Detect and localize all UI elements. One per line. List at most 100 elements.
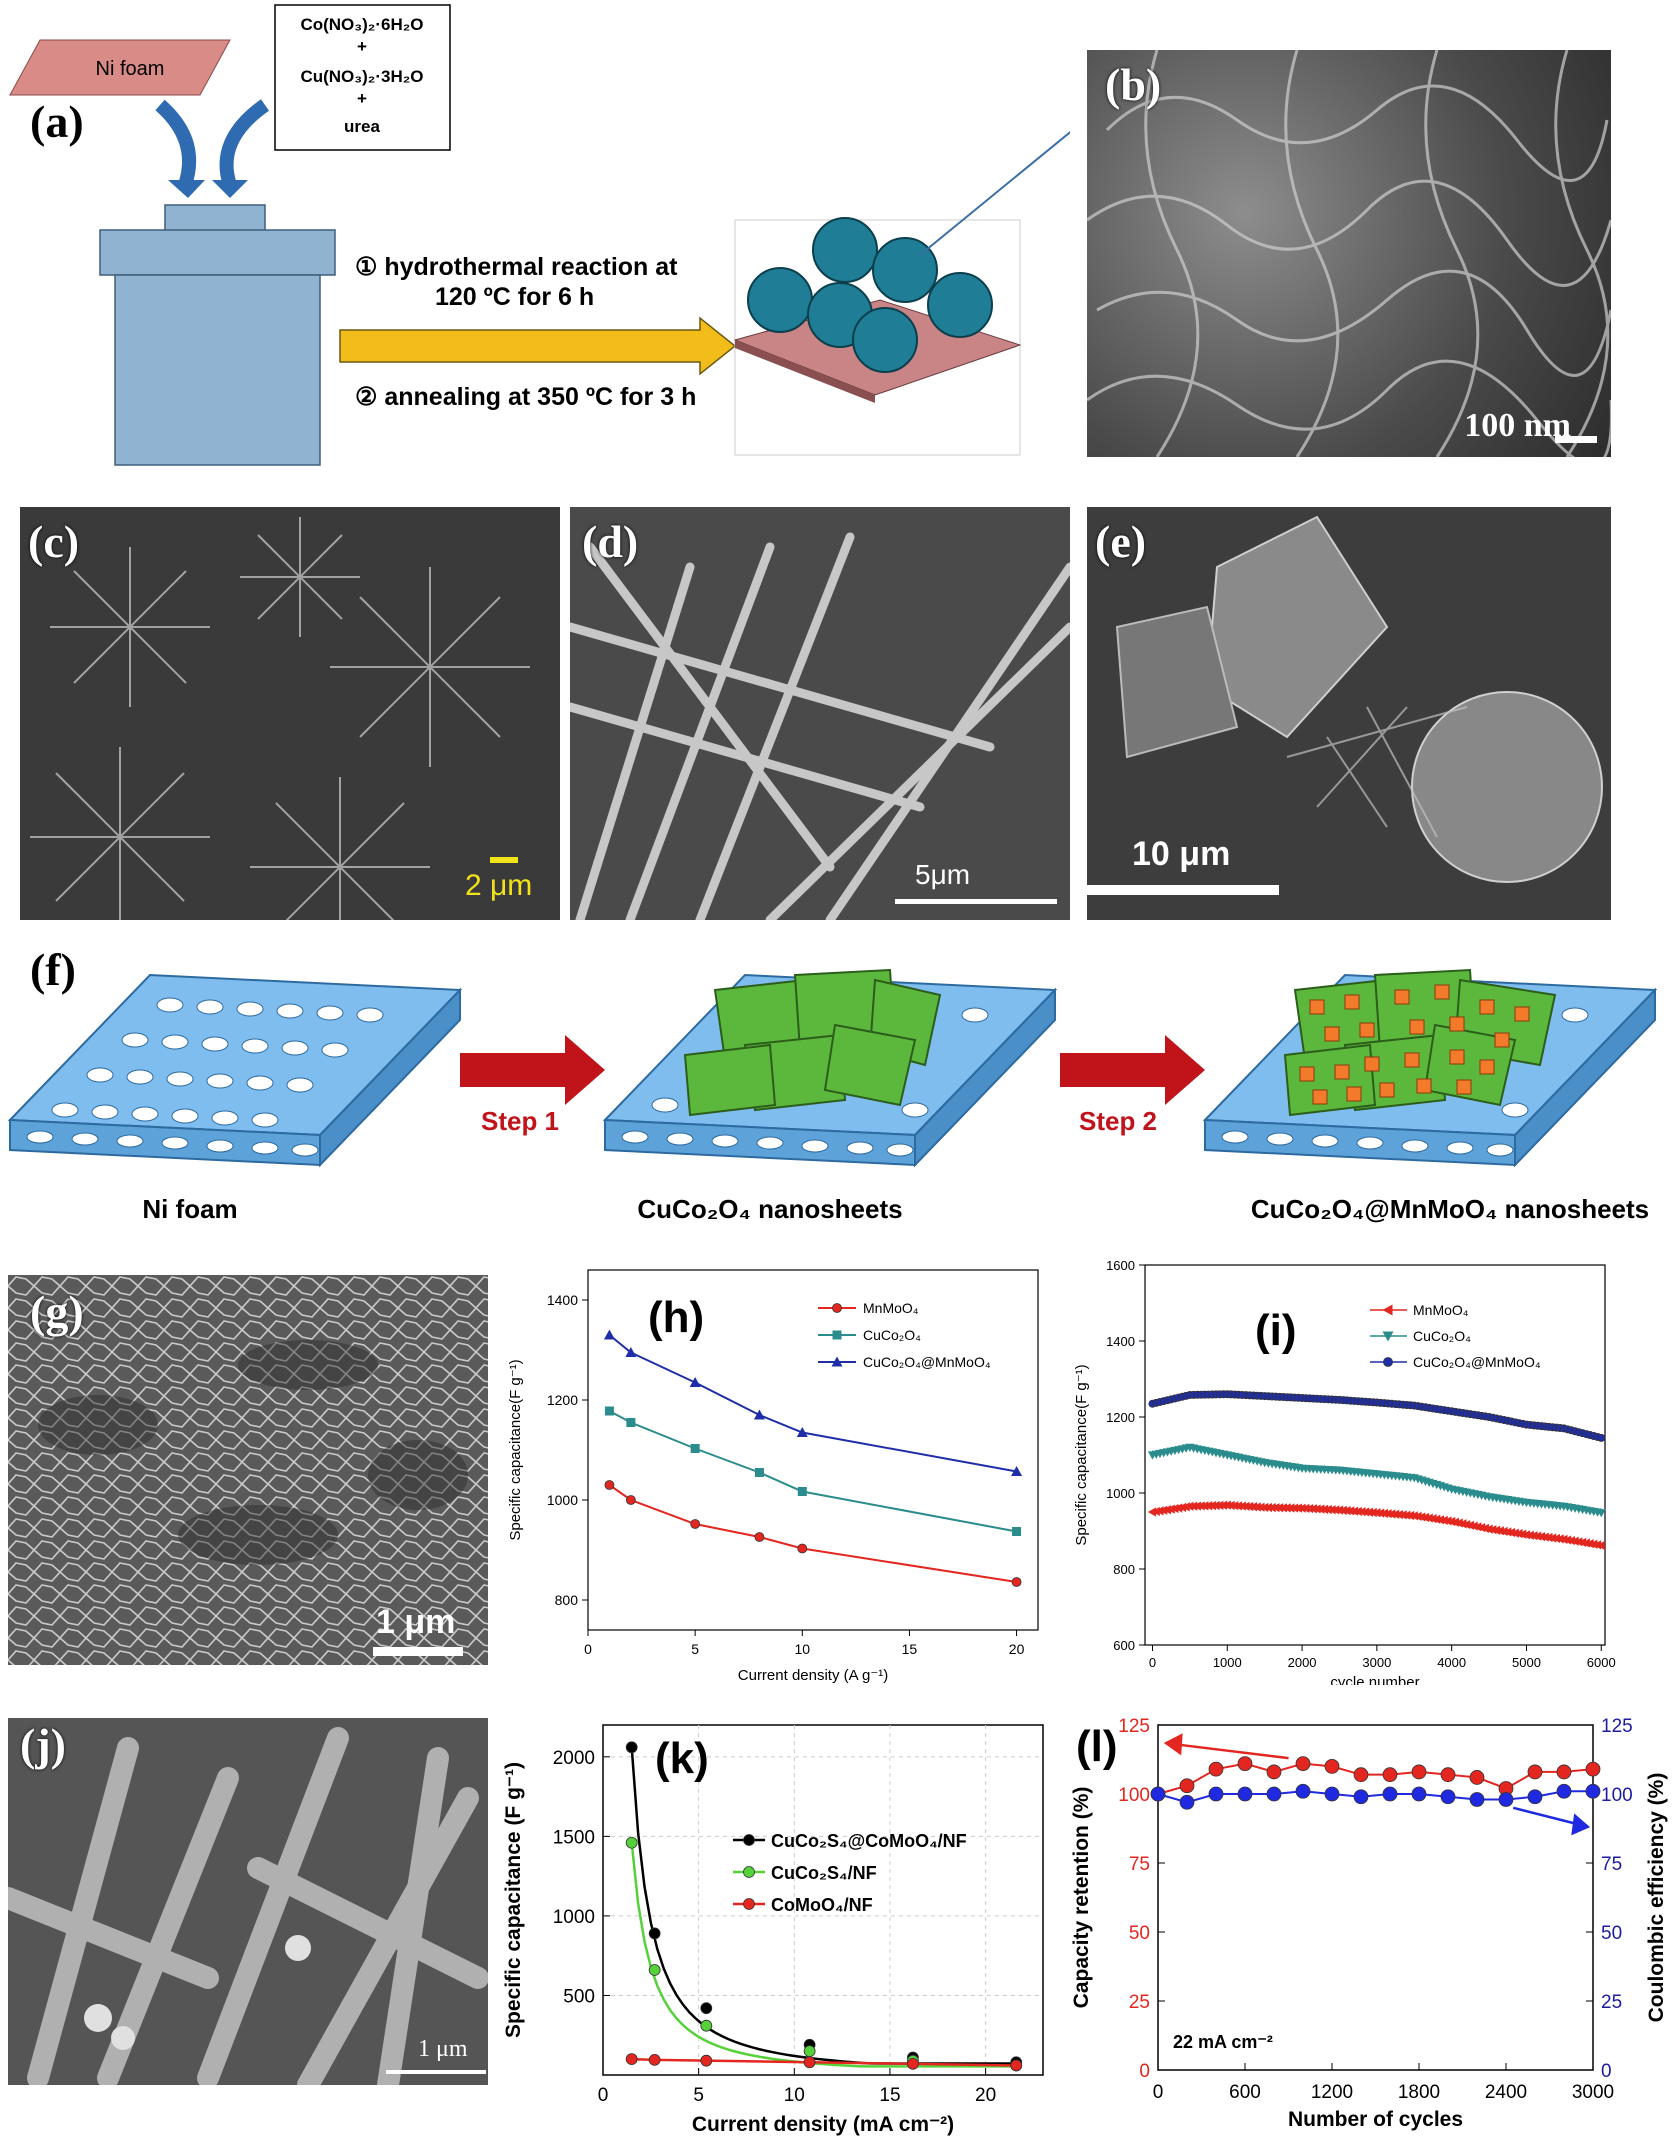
data-point-h xyxy=(1011,1577,1022,1587)
data-point-i xyxy=(1353,1506,1362,1517)
data-point-i xyxy=(1417,1512,1426,1522)
right-axis-arrowhead-icon xyxy=(1571,1813,1591,1836)
panel-label-j: (j) xyxy=(20,1719,66,1770)
y2-tick-label-l: 25 xyxy=(1601,1992,1622,2013)
data-point-k xyxy=(700,2002,713,2015)
chart-k: 0 5 10 15 20 500 1000 1500 2000 Current density (… xyxy=(502,1724,1044,2136)
data-point-l xyxy=(1440,1767,1456,1783)
y-tick-label-k: 500 xyxy=(563,1986,595,2007)
data-point-i xyxy=(1525,1530,1534,1540)
data-point-i xyxy=(1465,1520,1474,1530)
sem-texture-b xyxy=(1087,50,1611,457)
scale-label-d: 5μm xyxy=(915,859,971,890)
data-point-i xyxy=(1237,1501,1246,1511)
data-point-h xyxy=(796,1427,808,1437)
data-point-h xyxy=(797,1487,807,1496)
data-point-l xyxy=(1208,1786,1224,1802)
data-point-i xyxy=(1536,1532,1546,1542)
panel-label-c: (c) xyxy=(28,516,80,567)
scale-bar-e xyxy=(1087,885,1279,895)
data-point-l xyxy=(1382,1767,1398,1783)
x-tick-label-k: 20 xyxy=(975,2085,996,2106)
caption-composite: CuCo₂O₄@MnMoO₄ nanosheets xyxy=(1251,1194,1649,1224)
autoclave-lid xyxy=(99,229,336,276)
data-point-i xyxy=(1450,1517,1460,1527)
mnmoo4-particles xyxy=(1299,984,1530,1105)
series-line-l xyxy=(1157,1790,1593,1804)
data-point-i xyxy=(1548,1533,1557,1543)
data-point-i xyxy=(1559,1534,1568,1544)
data-point-k xyxy=(907,2057,919,2070)
data-point-h xyxy=(754,1468,764,1477)
y2-tick-label-l: 50 xyxy=(1601,1923,1622,1944)
data-point-l xyxy=(1556,1783,1572,1799)
data-point-i xyxy=(1338,1505,1347,1515)
y-axis-label-k: Specific capacitance (F g⁻¹) xyxy=(502,1762,525,2038)
data-point-i xyxy=(1394,1509,1403,1520)
data-point-k xyxy=(625,1741,638,1754)
panel-d: (d) 5μm xyxy=(570,507,1070,920)
data-point-k xyxy=(700,2019,713,2032)
data-point-l xyxy=(1440,1789,1456,1805)
scale-label-b: 100 nm xyxy=(1464,407,1571,444)
x-tick-label-l: 600 xyxy=(1229,2082,1261,2103)
left-axis-arrowhead-icon xyxy=(1163,1733,1183,1756)
data-point-i xyxy=(1177,1502,1186,1513)
x-axis-label-h: Current density (A g⁻¹) xyxy=(738,1667,888,1684)
legend-marker-i xyxy=(1382,1304,1393,1316)
panel-label-a: (a) xyxy=(30,96,84,147)
data-point-i xyxy=(1597,1433,1606,1442)
data-point-l xyxy=(1585,1783,1601,1799)
data-point-i xyxy=(1159,1505,1168,1515)
y-tick-label-i: 1200 xyxy=(1106,1410,1135,1425)
data-point-i xyxy=(1551,1533,1560,1544)
data-point-i xyxy=(1518,1529,1527,1539)
legend-marker-h xyxy=(832,1330,842,1340)
x-tick-label-k: 10 xyxy=(784,2085,805,2106)
data-point-i xyxy=(1529,1531,1538,1541)
data-point-k xyxy=(625,1836,638,1849)
y-tick-label-i: 800 xyxy=(1113,1562,1135,1577)
data-point-i xyxy=(1230,1501,1239,1511)
data-point-i xyxy=(1387,1509,1396,1519)
data-point-i xyxy=(1521,1530,1531,1540)
data-point-k xyxy=(700,2054,713,2067)
data-point-i xyxy=(1162,1505,1172,1515)
data-point-i xyxy=(1256,1502,1265,1512)
y-tick-label-l: 100 xyxy=(1118,1785,1150,1806)
data-point-k xyxy=(803,2045,816,2058)
data-point-i xyxy=(1566,1535,1575,1546)
data-point-l xyxy=(1295,1783,1311,1799)
data-point-i xyxy=(1596,1540,1605,1551)
data-point-l xyxy=(1208,1761,1224,1777)
data-point-i xyxy=(1368,1507,1377,1518)
data-point-i xyxy=(1469,1521,1478,1531)
data-point-i xyxy=(1170,1503,1179,1514)
chart-h: 0 5 10 15 20 800 1000 1200 1400 Current density (… xyxy=(507,1269,1039,1684)
y-axis-label-h: Specific capacitance(F g⁻¹) xyxy=(507,1359,524,1540)
legend-marker-i xyxy=(1383,1357,1393,1367)
y-axis-label-i: Specific capacitance(F g⁻¹) xyxy=(1073,1364,1090,1545)
data-point-i xyxy=(1589,1539,1598,1549)
panel-label-e: (e) xyxy=(1095,516,1147,567)
data-point-i xyxy=(1342,1506,1351,1516)
x-tick-label-i: 2000 xyxy=(1288,1655,1317,1670)
y-tick-label-l: 125 xyxy=(1118,1716,1150,1737)
ni-foam-label: Ni foam xyxy=(96,58,165,80)
y2-axis-label-l: Coulombic efficiency (%) xyxy=(1645,1773,1668,2023)
data-point-i xyxy=(1447,1516,1456,1527)
scale-label-j: 1 μm xyxy=(418,2036,468,2062)
y-tick-label-i: 1000 xyxy=(1106,1486,1135,1501)
right-axis-arrow-icon xyxy=(1512,1806,1579,1826)
data-point-l xyxy=(1179,1778,1195,1794)
data-point-i xyxy=(1510,1528,1519,1538)
x-tick-label-h: 0 xyxy=(584,1641,592,1657)
y-tick-label-h: 1000 xyxy=(547,1492,578,1508)
scale-bar-g xyxy=(373,1647,463,1656)
data-point-i xyxy=(1402,1510,1411,1520)
y-tick-label-i: 1600 xyxy=(1106,1258,1135,1273)
data-point-i xyxy=(1574,1537,1583,1547)
legend-marker-k xyxy=(743,1834,755,1846)
x-axis-label-i: cycle number xyxy=(1330,1674,1419,1685)
panel-label-i: (i) xyxy=(1255,1306,1297,1355)
